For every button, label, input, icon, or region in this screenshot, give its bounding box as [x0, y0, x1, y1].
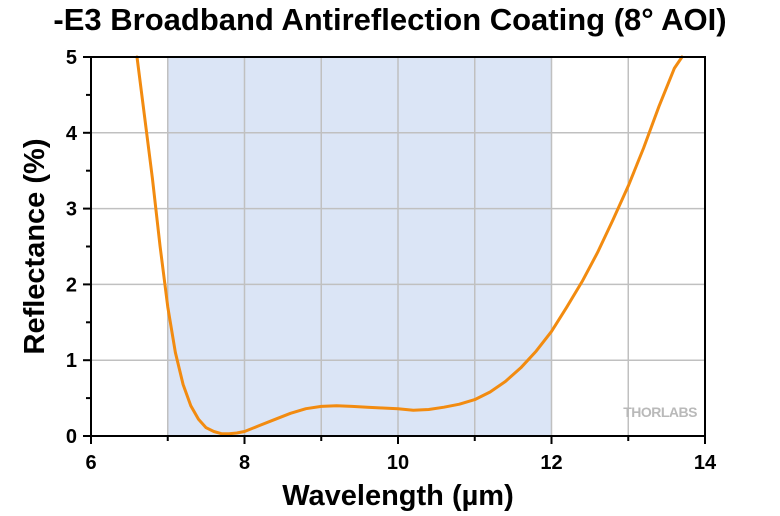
x-axis-title: Wavelength (µm): [282, 480, 514, 512]
chart-title: -E3 Broadband Antireflection Coating (8°…: [53, 2, 727, 37]
y-tick-label: 1: [66, 350, 77, 372]
x-tick-label: 8: [239, 452, 250, 474]
y-tick-label: 5: [66, 47, 77, 69]
x-tick-label: 12: [540, 452, 562, 474]
y-tick-label: 0: [66, 426, 77, 448]
y-tick-label: 3: [66, 199, 77, 221]
shaded-band: [167, 57, 552, 436]
x-tick-label: 14: [694, 452, 717, 474]
x-tick-label: 10: [387, 452, 409, 474]
reflectance-series-line: [135, 55, 684, 436]
grid-lines: [91, 57, 705, 436]
y-tick-label: 4: [66, 123, 78, 145]
thorlabs-watermark: THORLABS: [623, 404, 697, 420]
y-axis-title: Reflectance (%): [19, 139, 51, 355]
x-tick-label: 6: [85, 452, 96, 474]
y-tick-label: 2: [66, 274, 77, 296]
axis-ticks: [83, 56, 706, 444]
